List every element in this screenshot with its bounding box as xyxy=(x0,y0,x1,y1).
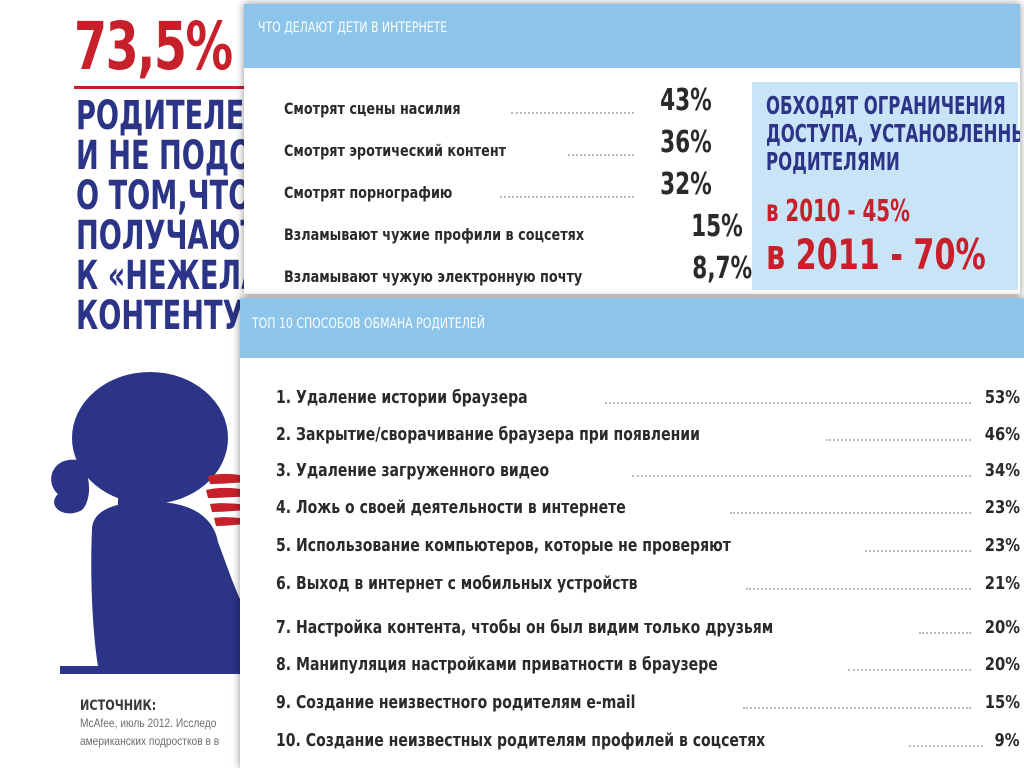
dotted-leader xyxy=(730,512,971,514)
activity-label: Смотрят эротический контент xyxy=(284,141,507,160)
callout-title-line: ДОСТУПА, УСТАНОВЛЕННЫЕ xyxy=(766,119,1020,148)
dotted-leader xyxy=(567,154,635,156)
activities-title: ЧТО ДЕЛАЮТ ДЕТИ В ИНТЕРНЕТЕ xyxy=(258,20,448,36)
activities-panel: ЧТО ДЕЛАЮТ ДЕТИ В ИНТЕРНЕТЕ Смотрят сцен… xyxy=(244,4,1020,294)
percent-underline xyxy=(74,86,260,89)
headline-percent: 73,5% xyxy=(74,8,233,85)
top10-label: 8. Манипуляция настройками приватности в… xyxy=(276,654,718,675)
top10-row: 9. Создание неизвестного родителям e-mai… xyxy=(276,685,1020,713)
top10-value: 20% xyxy=(984,617,1020,638)
top10-value: 23% xyxy=(984,497,1020,518)
top10-value: 9% xyxy=(994,730,1020,751)
dotted-leader xyxy=(510,112,635,114)
callout-title-line: РОДИТЕЛЯМИ xyxy=(766,147,900,176)
top10-row: 5. Использование компьютеров, которые не… xyxy=(276,528,1020,556)
activity-value: 43% xyxy=(660,83,712,118)
background-infographic: 73,5% РОДИТЕЛЕЙ И НЕ ПОДОЗ О ТОМ,ЧТО И П… xyxy=(0,0,260,768)
dotted-leader xyxy=(848,669,971,671)
headline-line: КОНТЕНТУ» xyxy=(76,293,260,339)
top10-title: ТОП 10 СПОСОБОВ ОБМАНА РОДИТЕЛЕЙ xyxy=(252,316,485,332)
callout-title: ОБХОДЯТ ОГРАНИЧЕНИЯ ДОСТУПА, УСТАНОВЛЕНН… xyxy=(766,92,1020,176)
top10-label: 3. Удаление загруженного видео xyxy=(276,460,550,481)
top10-value: 21% xyxy=(984,573,1020,594)
dotted-leader xyxy=(825,439,971,441)
dotted-leader xyxy=(604,402,971,404)
top10-row: 8. Манипуляция настройками приватности в… xyxy=(276,647,1020,675)
top10-row: 10. Создание неизвестных родителям профи… xyxy=(276,723,1020,751)
headline-text: РОДИТЕЛЕЙ И НЕ ПОДОЗ О ТОМ,ЧТО И ПОЛУЧАЮ… xyxy=(76,96,260,336)
dotted-leader xyxy=(865,550,971,552)
top10-value: 53% xyxy=(984,387,1020,408)
headline-line: РОДИТЕЛЕЙ xyxy=(76,93,260,139)
source-label: ИСТОЧНИК: xyxy=(80,698,157,714)
top10-panel: ТОП 10 СПОСОБОВ ОБМАНА РОДИТЕЛЕЙ 1. Удал… xyxy=(240,298,1024,768)
activity-row: Смотрят эротический контент 36% xyxy=(284,125,712,160)
top10-header: ТОП 10 СПОСОБОВ ОБМАНА РОДИТЕЛЕЙ xyxy=(240,298,1024,358)
callout-stat-2011: в 2011 - 70% xyxy=(766,230,986,279)
top10-row: 6. Выход в интернет с мобильных устройст… xyxy=(276,566,1020,594)
top10-label: 6. Выход в интернет с мобильных устройст… xyxy=(276,573,638,594)
top10-label: 9. Создание неизвестного родителям e-mai… xyxy=(276,692,636,713)
activity-row: Смотрят порнографию 32% xyxy=(284,167,712,202)
activities-header: ЧТО ДЕЛАЮТ ДЕТИ В ИНТЕРНЕТЕ xyxy=(244,4,1020,68)
dotted-leader xyxy=(745,588,971,590)
top10-label: 10. Создание неизвестных родителям профи… xyxy=(276,730,766,751)
top10-label: 7. Настройка контента, чтобы он был види… xyxy=(276,617,774,638)
activity-row: Взламывают чужую электронную почту 8,7% xyxy=(284,251,752,286)
dotted-leader xyxy=(500,196,635,198)
activity-value: 32% xyxy=(660,167,712,202)
top10-label: 1. Удаление истории браузера xyxy=(276,387,528,408)
activity-label: Смотрят порнографию xyxy=(284,183,453,202)
headline-line: ПОЛУЧАЮТ Д xyxy=(76,213,260,259)
top10-row: 2. Закрытие/сворачивание браузера при по… xyxy=(276,417,1020,445)
headline-line: И НЕ ПОДОЗ xyxy=(76,133,260,179)
dotted-leader xyxy=(919,632,971,634)
top10-value: 20% xyxy=(984,654,1020,675)
top10-value: 15% xyxy=(984,692,1020,713)
dotted-leader xyxy=(909,745,984,747)
activity-row: Взламывают чужие профили в соцсетях 15% xyxy=(284,209,743,244)
source-line: McAfee, июль 2012. Исследо xyxy=(80,716,217,730)
headline-line: О ТОМ,ЧТО И xyxy=(76,173,260,219)
top10-label: 2. Закрытие/сворачивание браузера при по… xyxy=(276,424,700,445)
callout-stat-2010: в 2010 - 45% xyxy=(766,194,910,229)
top10-row: 7. Настройка контента, чтобы он был види… xyxy=(276,610,1020,638)
activity-value: 15% xyxy=(691,209,743,244)
source-note: ИСТОЧНИК: McAfee, июль 2012. Исследо аме… xyxy=(80,698,260,750)
activity-label: Взламывают чужую электронную почту xyxy=(284,267,583,286)
dotted-leader xyxy=(742,707,971,709)
top10-value: 46% xyxy=(984,424,1020,445)
activity-row: Смотрят сцены насилия 43% xyxy=(284,83,712,118)
top10-label: 5. Использование компьютеров, которые не… xyxy=(276,535,731,556)
activity-label: Смотрят сцены насилия xyxy=(284,99,461,118)
top10-value: 23% xyxy=(984,535,1020,556)
top10-row: 4. Ложь о своей деятельности в интернете… xyxy=(276,490,1020,518)
dotted-leader xyxy=(632,475,971,477)
top10-value: 34% xyxy=(984,460,1020,481)
source-line: американских подростков в в xyxy=(80,734,220,748)
girl-at-computer-illustration xyxy=(51,372,260,674)
top10-row: 3. Удаление загруженного видео 34% xyxy=(276,453,1020,481)
headline-line: К «НЕЖЕЛАТ xyxy=(76,253,260,299)
activity-value: 8,7% xyxy=(692,251,752,286)
top10-row: 1. Удаление истории браузера 53% xyxy=(276,380,1020,408)
activity-value: 36% xyxy=(660,125,712,160)
activity-label: Взламывают чужие профили в соцсетях xyxy=(284,225,585,244)
top10-label: 4. Ложь о своей деятельности в интернете xyxy=(276,497,626,518)
parental-controls-callout: ОБХОДЯТ ОГРАНИЧЕНИЯ ДОСТУПА, УСТАНОВЛЕНН… xyxy=(752,82,1020,290)
callout-title-line: ОБХОДЯТ ОГРАНИЧЕНИЯ xyxy=(766,91,1006,120)
